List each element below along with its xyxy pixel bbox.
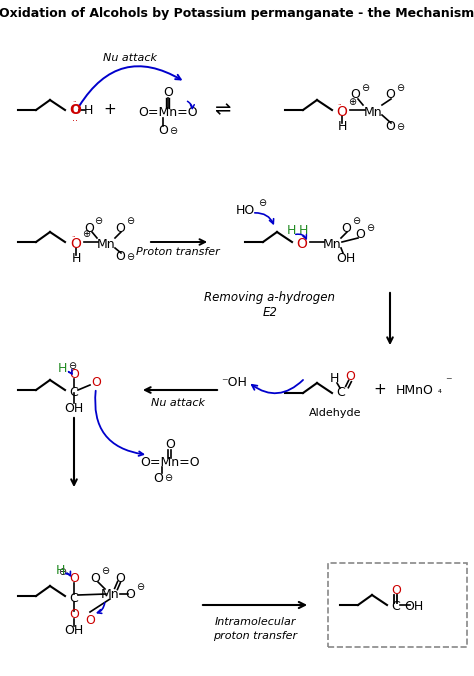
- Text: OH: OH: [404, 600, 424, 614]
- Text: O: O: [297, 237, 308, 251]
- Text: H: H: [286, 224, 296, 237]
- Text: ⇌: ⇌: [214, 101, 230, 120]
- Text: O: O: [115, 571, 125, 585]
- Text: O: O: [69, 368, 79, 381]
- Text: O: O: [163, 87, 173, 99]
- Text: Intramolecular: Intramolecular: [214, 617, 296, 627]
- Text: HO: HO: [236, 203, 255, 216]
- Text: ··: ··: [72, 234, 76, 240]
- Text: Removing a-hydrogen: Removing a-hydrogen: [204, 291, 336, 304]
- Text: O: O: [85, 614, 95, 627]
- Text: O: O: [115, 222, 125, 235]
- Text: ⊖: ⊖: [352, 216, 360, 226]
- Text: E2: E2: [263, 306, 277, 320]
- Text: O: O: [391, 583, 401, 596]
- Text: ⁻: ⁻: [445, 375, 451, 389]
- Text: Mn: Mn: [100, 587, 119, 600]
- Text: O: O: [355, 228, 365, 241]
- Text: ⊕: ⊕: [348, 97, 356, 107]
- Text: Mn: Mn: [364, 105, 383, 118]
- Text: H: H: [337, 120, 346, 133]
- Text: ⊖: ⊖: [136, 582, 144, 592]
- Text: ⊖: ⊖: [169, 126, 177, 136]
- Text: H: H: [71, 253, 81, 266]
- Text: ⊖: ⊖: [94, 216, 102, 226]
- Text: OH: OH: [64, 623, 83, 637]
- Text: O: O: [385, 89, 395, 101]
- Text: O: O: [69, 608, 79, 621]
- Text: ⊖: ⊖: [101, 566, 109, 576]
- Text: ⊖: ⊖: [361, 83, 369, 93]
- Text: HMnO: HMnO: [396, 383, 434, 397]
- Text: O: O: [91, 377, 101, 389]
- Text: O: O: [125, 587, 135, 600]
- Text: O: O: [337, 105, 347, 119]
- Text: O=Mn=O: O=Mn=O: [138, 105, 198, 118]
- Text: O: O: [153, 471, 163, 485]
- Text: ⊖: ⊖: [126, 252, 134, 262]
- Text: ⁻OH: ⁻OH: [221, 377, 247, 389]
- Text: O: O: [71, 237, 82, 251]
- Text: Nu attack: Nu attack: [103, 53, 157, 63]
- Text: H: H: [329, 372, 339, 385]
- Text: OH: OH: [64, 402, 83, 414]
- Text: O: O: [165, 439, 175, 452]
- Text: ..: ..: [72, 113, 78, 123]
- FancyBboxPatch shape: [328, 563, 467, 647]
- Text: ··: ··: [73, 99, 77, 105]
- Text: C: C: [70, 592, 78, 604]
- Text: ⊖: ⊖: [126, 216, 134, 226]
- Text: ⊕: ⊕: [82, 229, 90, 239]
- Text: ⊖: ⊖: [58, 567, 66, 577]
- Text: Aldehyde: Aldehyde: [309, 408, 361, 418]
- Text: Proton transfer: Proton transfer: [136, 247, 220, 257]
- Text: ₄: ₄: [438, 385, 442, 395]
- Text: ⊖: ⊖: [164, 473, 172, 483]
- Text: O: O: [341, 222, 351, 235]
- Text: Oxidation of Alcohols by Potassium permanganate - the Mechanism: Oxidation of Alcohols by Potassium perma…: [0, 7, 474, 20]
- Text: ⊖: ⊖: [366, 223, 374, 233]
- Text: C: C: [337, 385, 346, 398]
- Text: C: C: [392, 600, 401, 614]
- Text: H: H: [298, 224, 308, 237]
- Text: O: O: [69, 571, 79, 585]
- Text: H: H: [55, 564, 64, 577]
- Text: +: +: [104, 103, 117, 118]
- Text: O: O: [350, 89, 360, 101]
- Text: H: H: [83, 103, 93, 116]
- Text: O: O: [385, 120, 395, 133]
- Text: O: O: [69, 103, 81, 117]
- Text: OH: OH: [337, 253, 356, 266]
- Text: O: O: [158, 124, 168, 137]
- Text: O: O: [90, 571, 100, 585]
- Text: ··: ··: [338, 102, 342, 108]
- Text: O: O: [115, 251, 125, 264]
- Text: Nu attack: Nu attack: [151, 398, 205, 408]
- Text: O=Mn=O: O=Mn=O: [140, 456, 200, 468]
- Text: proton transfer: proton transfer: [213, 631, 297, 641]
- Text: ⊖: ⊖: [68, 361, 76, 371]
- Text: +: +: [374, 383, 386, 397]
- Text: ⊖: ⊖: [396, 83, 404, 93]
- Text: Mn: Mn: [323, 237, 341, 251]
- Text: ⊖: ⊖: [258, 198, 266, 208]
- Text: Mn: Mn: [97, 237, 115, 251]
- Text: H: H: [57, 362, 67, 375]
- Text: O: O: [345, 370, 355, 383]
- Text: O: O: [84, 222, 94, 235]
- Text: C: C: [70, 385, 78, 398]
- Text: ⊖: ⊖: [396, 122, 404, 132]
